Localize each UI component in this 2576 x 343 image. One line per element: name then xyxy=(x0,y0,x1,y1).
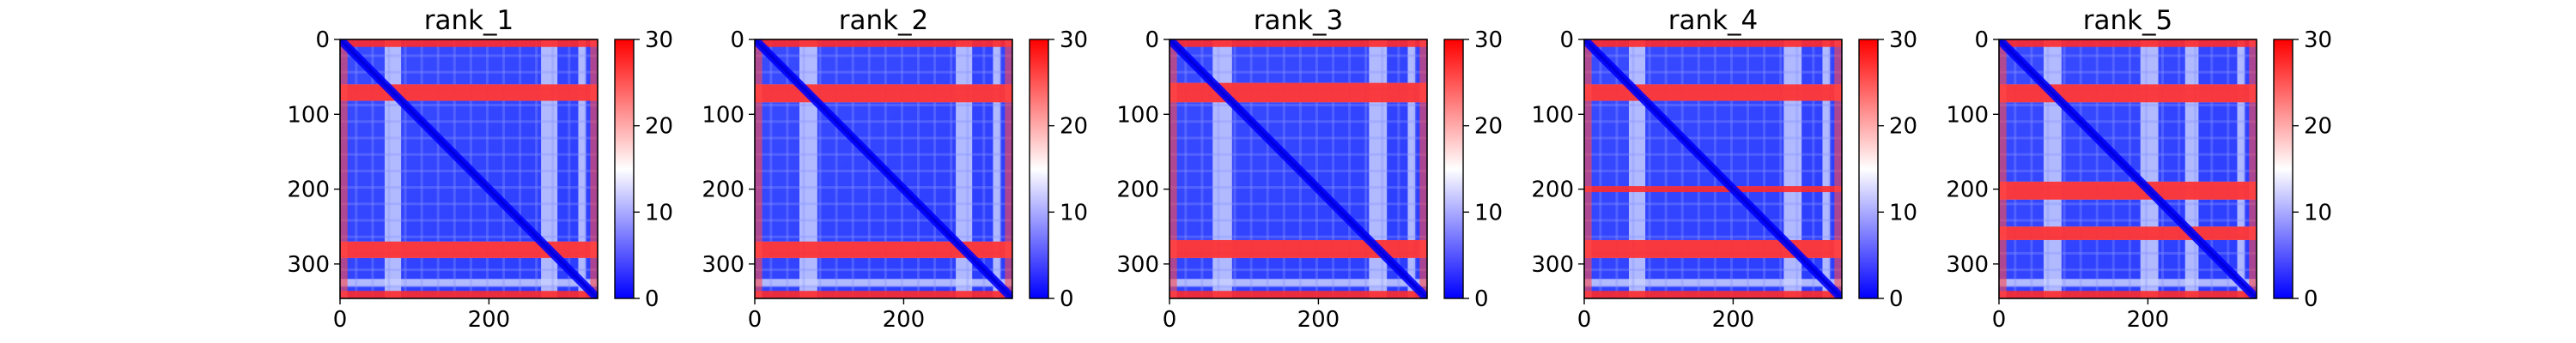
y-tick-label: 0 xyxy=(1145,27,1159,53)
heatmap-frame xyxy=(1169,39,1428,299)
y-tick-label: 300 xyxy=(1116,252,1159,278)
colorbar-tick-label: 10 xyxy=(1474,200,1503,226)
heatmap-frame xyxy=(339,39,598,299)
colorbar-tick-label: 20 xyxy=(2304,114,2332,140)
colorbar-tick-label: 30 xyxy=(1060,27,1088,53)
heatmap-frame xyxy=(1583,39,1843,299)
y-tick-label: 200 xyxy=(702,178,744,203)
colorbar-gradient xyxy=(614,39,635,299)
y-tick-label: 200 xyxy=(1531,178,1574,203)
colorbar-tick-label: 20 xyxy=(1474,114,1503,140)
y-tick-label: 100 xyxy=(1946,102,1989,128)
colorbar-tick-label: 10 xyxy=(2304,200,2332,226)
heatmap-image xyxy=(1584,39,1842,298)
colorbar-tick-label: 20 xyxy=(1889,114,1917,140)
heatmap-frame xyxy=(754,39,1013,299)
panel-title: rank_4 xyxy=(1668,5,1759,36)
colorbar-tick-label: 30 xyxy=(1889,27,1917,53)
y-tick-label: 200 xyxy=(1116,178,1159,203)
x-tick-label: 0 xyxy=(1577,307,1592,333)
colorbar-tick-label: 10 xyxy=(1060,200,1088,226)
heatmap-panel-5: rank_5 0 200 0 100 200 300 0 10 20 30 xyxy=(1946,5,2332,333)
colorbar: 0 10 20 30 xyxy=(1029,27,1088,312)
panel-title: rank_2 xyxy=(839,5,929,36)
y-tick-label: 300 xyxy=(287,252,330,278)
y-tick-label: 100 xyxy=(1531,102,1574,128)
colorbar: 0 10 20 30 xyxy=(614,27,673,312)
colorbar-tick-label: 30 xyxy=(1474,27,1503,53)
y-tick-label: 200 xyxy=(287,178,330,203)
panel-title: rank_3 xyxy=(1254,5,1344,36)
x-tick-label: 200 xyxy=(2127,307,2170,333)
colorbar-tick-label: 0 xyxy=(645,286,659,312)
heatmap-panel-3: rank_3 0 200 0 100 200 300 0 10 20 30 xyxy=(1116,5,1503,333)
colorbar-tick-label: 0 xyxy=(1889,286,1904,312)
colorbar: 0 10 20 30 xyxy=(2273,27,2332,312)
colorbar-tick-label: 20 xyxy=(645,114,673,140)
y-tick-label: 300 xyxy=(702,252,744,278)
y-tick-label: 100 xyxy=(287,102,330,128)
colorbar-tick-label: 10 xyxy=(645,200,673,226)
heatmap-image xyxy=(340,39,598,298)
x-tick-label: 0 xyxy=(1992,307,2007,333)
colorbar-gradient xyxy=(1029,39,1049,299)
colorbar-tick-label: 0 xyxy=(2304,286,2318,312)
y-tick-label: 100 xyxy=(1116,102,1159,128)
y-tick-label: 0 xyxy=(1974,27,1989,53)
y-tick-label: 0 xyxy=(315,27,330,53)
x-tick-label: 0 xyxy=(1163,307,1177,333)
colorbar-tick-label: 20 xyxy=(1060,114,1088,140)
y-tick-label: 200 xyxy=(1946,178,1989,203)
y-tick-label: 100 xyxy=(702,102,744,128)
y-tick-label: 300 xyxy=(1946,252,1989,278)
colorbar-tick-label: 0 xyxy=(1474,286,1489,312)
colorbar-gradient xyxy=(1443,39,1464,299)
heatmap-image xyxy=(1170,39,1427,298)
y-tick-label: 0 xyxy=(1559,27,1574,53)
heatmap-image xyxy=(1999,39,2257,298)
heatmap-frame xyxy=(1998,39,2257,299)
x-tick-label: 200 xyxy=(1297,307,1340,333)
colorbar-tick-label: 30 xyxy=(645,27,673,53)
x-tick-label: 0 xyxy=(748,307,762,333)
colorbar: 0 10 20 30 xyxy=(1858,27,1917,312)
x-tick-label: 200 xyxy=(1712,307,1755,333)
x-tick-label: 200 xyxy=(468,307,511,333)
colorbar-tick-label: 10 xyxy=(1889,200,1917,226)
panel-title: rank_5 xyxy=(2083,5,2173,36)
x-tick-label: 200 xyxy=(883,307,926,333)
heatmap-panel-2: rank_2 0 200 0 100 200 300 0 10 20 30 xyxy=(702,5,1088,333)
y-tick-label: 300 xyxy=(1531,252,1574,278)
heatmap-image xyxy=(755,39,1012,298)
heatmap-panel-4: rank_4 0 200 0 100 200 300 0 10 20 30 xyxy=(1531,5,1917,333)
colorbar-gradient xyxy=(2273,39,2293,299)
colorbar: 0 10 20 30 xyxy=(1443,27,1503,312)
x-tick-label: 0 xyxy=(333,307,348,333)
heatmap-panel-1: rank_1 0 200 0 100 200 300 0 10 20 30 xyxy=(287,5,673,333)
colorbar-tick-label: 30 xyxy=(2304,27,2332,53)
y-tick-label: 0 xyxy=(730,27,744,53)
panel-title: rank_1 xyxy=(424,5,514,36)
colorbar-tick-label: 0 xyxy=(1060,286,1074,312)
colorbar-gradient xyxy=(1858,39,1879,299)
